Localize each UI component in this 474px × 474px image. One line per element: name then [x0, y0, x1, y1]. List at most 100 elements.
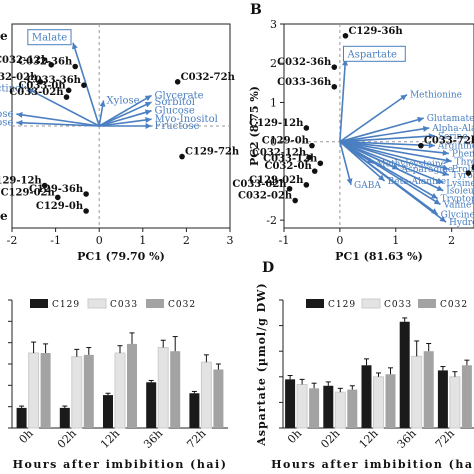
legend-label: C033 [110, 300, 138, 310]
panel-label-b: B [250, 2, 262, 18]
sample-label: C129-12h [0, 176, 42, 187]
x-axis-label: Hours after imbibition (hai) [13, 458, 228, 471]
bar [373, 376, 384, 429]
loading-arrow [339, 141, 441, 206]
loading-arrow [339, 141, 352, 186]
bar [28, 352, 40, 429]
category-label: 36h [141, 427, 165, 451]
sample-point [72, 63, 79, 70]
loading-arrowhead [442, 149, 449, 156]
legend-label: C129 [328, 300, 356, 310]
bar [323, 385, 334, 428]
loading-label-box [342, 45, 406, 62]
sample-point [63, 94, 70, 100]
loading-label: Raffinose [0, 109, 13, 120]
bar [296, 383, 308, 429]
sample-label: C033-12h [263, 153, 318, 164]
sample-point [41, 182, 48, 189]
loading-arrow [339, 135, 435, 143]
loading-arrowhead [442, 170, 449, 177]
sample-label: C033-02h [232, 179, 287, 190]
loading-arrow [339, 140, 450, 170]
bar [213, 369, 224, 428]
sample-label: C129-36h [29, 184, 84, 195]
loading-arrow [339, 140, 444, 184]
loading-label: Galactinol [0, 84, 24, 95]
sample-point [292, 197, 298, 204]
sample-label: C032-0h [265, 161, 313, 172]
bar [16, 407, 27, 428]
loading-label: Hydroxyproline [449, 218, 474, 228]
legend-swatch [146, 299, 164, 308]
sample-label: C033-02h [9, 87, 64, 98]
category-label: 0h [17, 427, 36, 446]
loading-label: Phenylalanine [452, 149, 474, 159]
category-label: 12h [98, 427, 122, 451]
bar [411, 355, 423, 429]
loading-arrow [16, 121, 100, 127]
loading-arrowhead [99, 100, 106, 107]
category-label: 72h [433, 427, 457, 451]
loading-arrow [339, 141, 447, 223]
loading-arrowhead [433, 198, 441, 205]
loading-arrowhead [417, 116, 424, 123]
loading-label: Glucose [155, 106, 195, 117]
bar [127, 343, 137, 428]
loading-arrow [339, 140, 452, 163]
loading-arrowhead [16, 119, 23, 126]
loading-arrow [26, 87, 100, 127]
loading-arrowhead [346, 178, 353, 185]
y-tick-label: -2 [266, 214, 277, 227]
sample-point [331, 83, 338, 90]
loading-arrowhead [144, 101, 152, 108]
y-tick-label: -1 [266, 175, 277, 188]
loading-arrowhead [436, 185, 444, 191]
sample-point [317, 160, 324, 167]
bar [40, 353, 51, 428]
bar-panel-c: 0h 02h 12h 36h 72h C129 C033 C032 Hours after im… [8, 298, 228, 471]
sample-point [331, 64, 338, 70]
bar [361, 365, 372, 428]
sample-label: C129-0h [262, 136, 310, 147]
sample-label: C129-0h [36, 201, 84, 212]
loading-label: Beta-Alanine [388, 177, 447, 187]
loading-label-box [27, 29, 72, 46]
loading-arrow [99, 118, 152, 127]
loading-label: Threonine [455, 157, 474, 167]
loading-arrowhead [445, 157, 452, 164]
sample-point [309, 142, 315, 149]
y-tick-label: 0 [270, 136, 277, 149]
loading-arrow [339, 93, 408, 143]
plot-frame [283, 23, 474, 229]
legend-label: C033 [384, 300, 412, 310]
x-tick-label: 1 [139, 234, 146, 247]
loading-label: Lysine [446, 179, 474, 189]
legend-swatch [418, 299, 436, 308]
loading-label: Glycine [441, 210, 474, 220]
loading-label: Saccharose [0, 118, 13, 129]
sample-label: C032-72h [181, 72, 236, 83]
x-axis-label: Hours after imbibition (hai) [271, 458, 474, 471]
loading-arrowhead [436, 177, 444, 184]
loading-arrow [339, 59, 347, 142]
loading-arrow [339, 140, 450, 176]
loading-arrowhead [442, 164, 449, 171]
loading-arrow [339, 140, 449, 155]
sample-point [179, 153, 185, 160]
bar [461, 365, 472, 428]
bar [103, 395, 113, 428]
sample-point [465, 170, 472, 176]
x-tick-label: 0 [336, 234, 343, 247]
sample-label: C129-02h [1, 187, 56, 198]
legend-label: C129 [52, 300, 80, 310]
loading-arrow [339, 127, 430, 143]
legend-swatch [306, 299, 324, 308]
x-axis-label: PC1 (81.63 %) [335, 250, 423, 263]
loading-label: Myo-Inositol [155, 114, 218, 125]
bar [189, 393, 200, 428]
loading-label: Asparagine [401, 165, 454, 175]
sample-point [65, 87, 72, 94]
loading-label: Proline [452, 165, 474, 175]
sample-point [303, 125, 310, 131]
legend-swatch [87, 298, 107, 309]
